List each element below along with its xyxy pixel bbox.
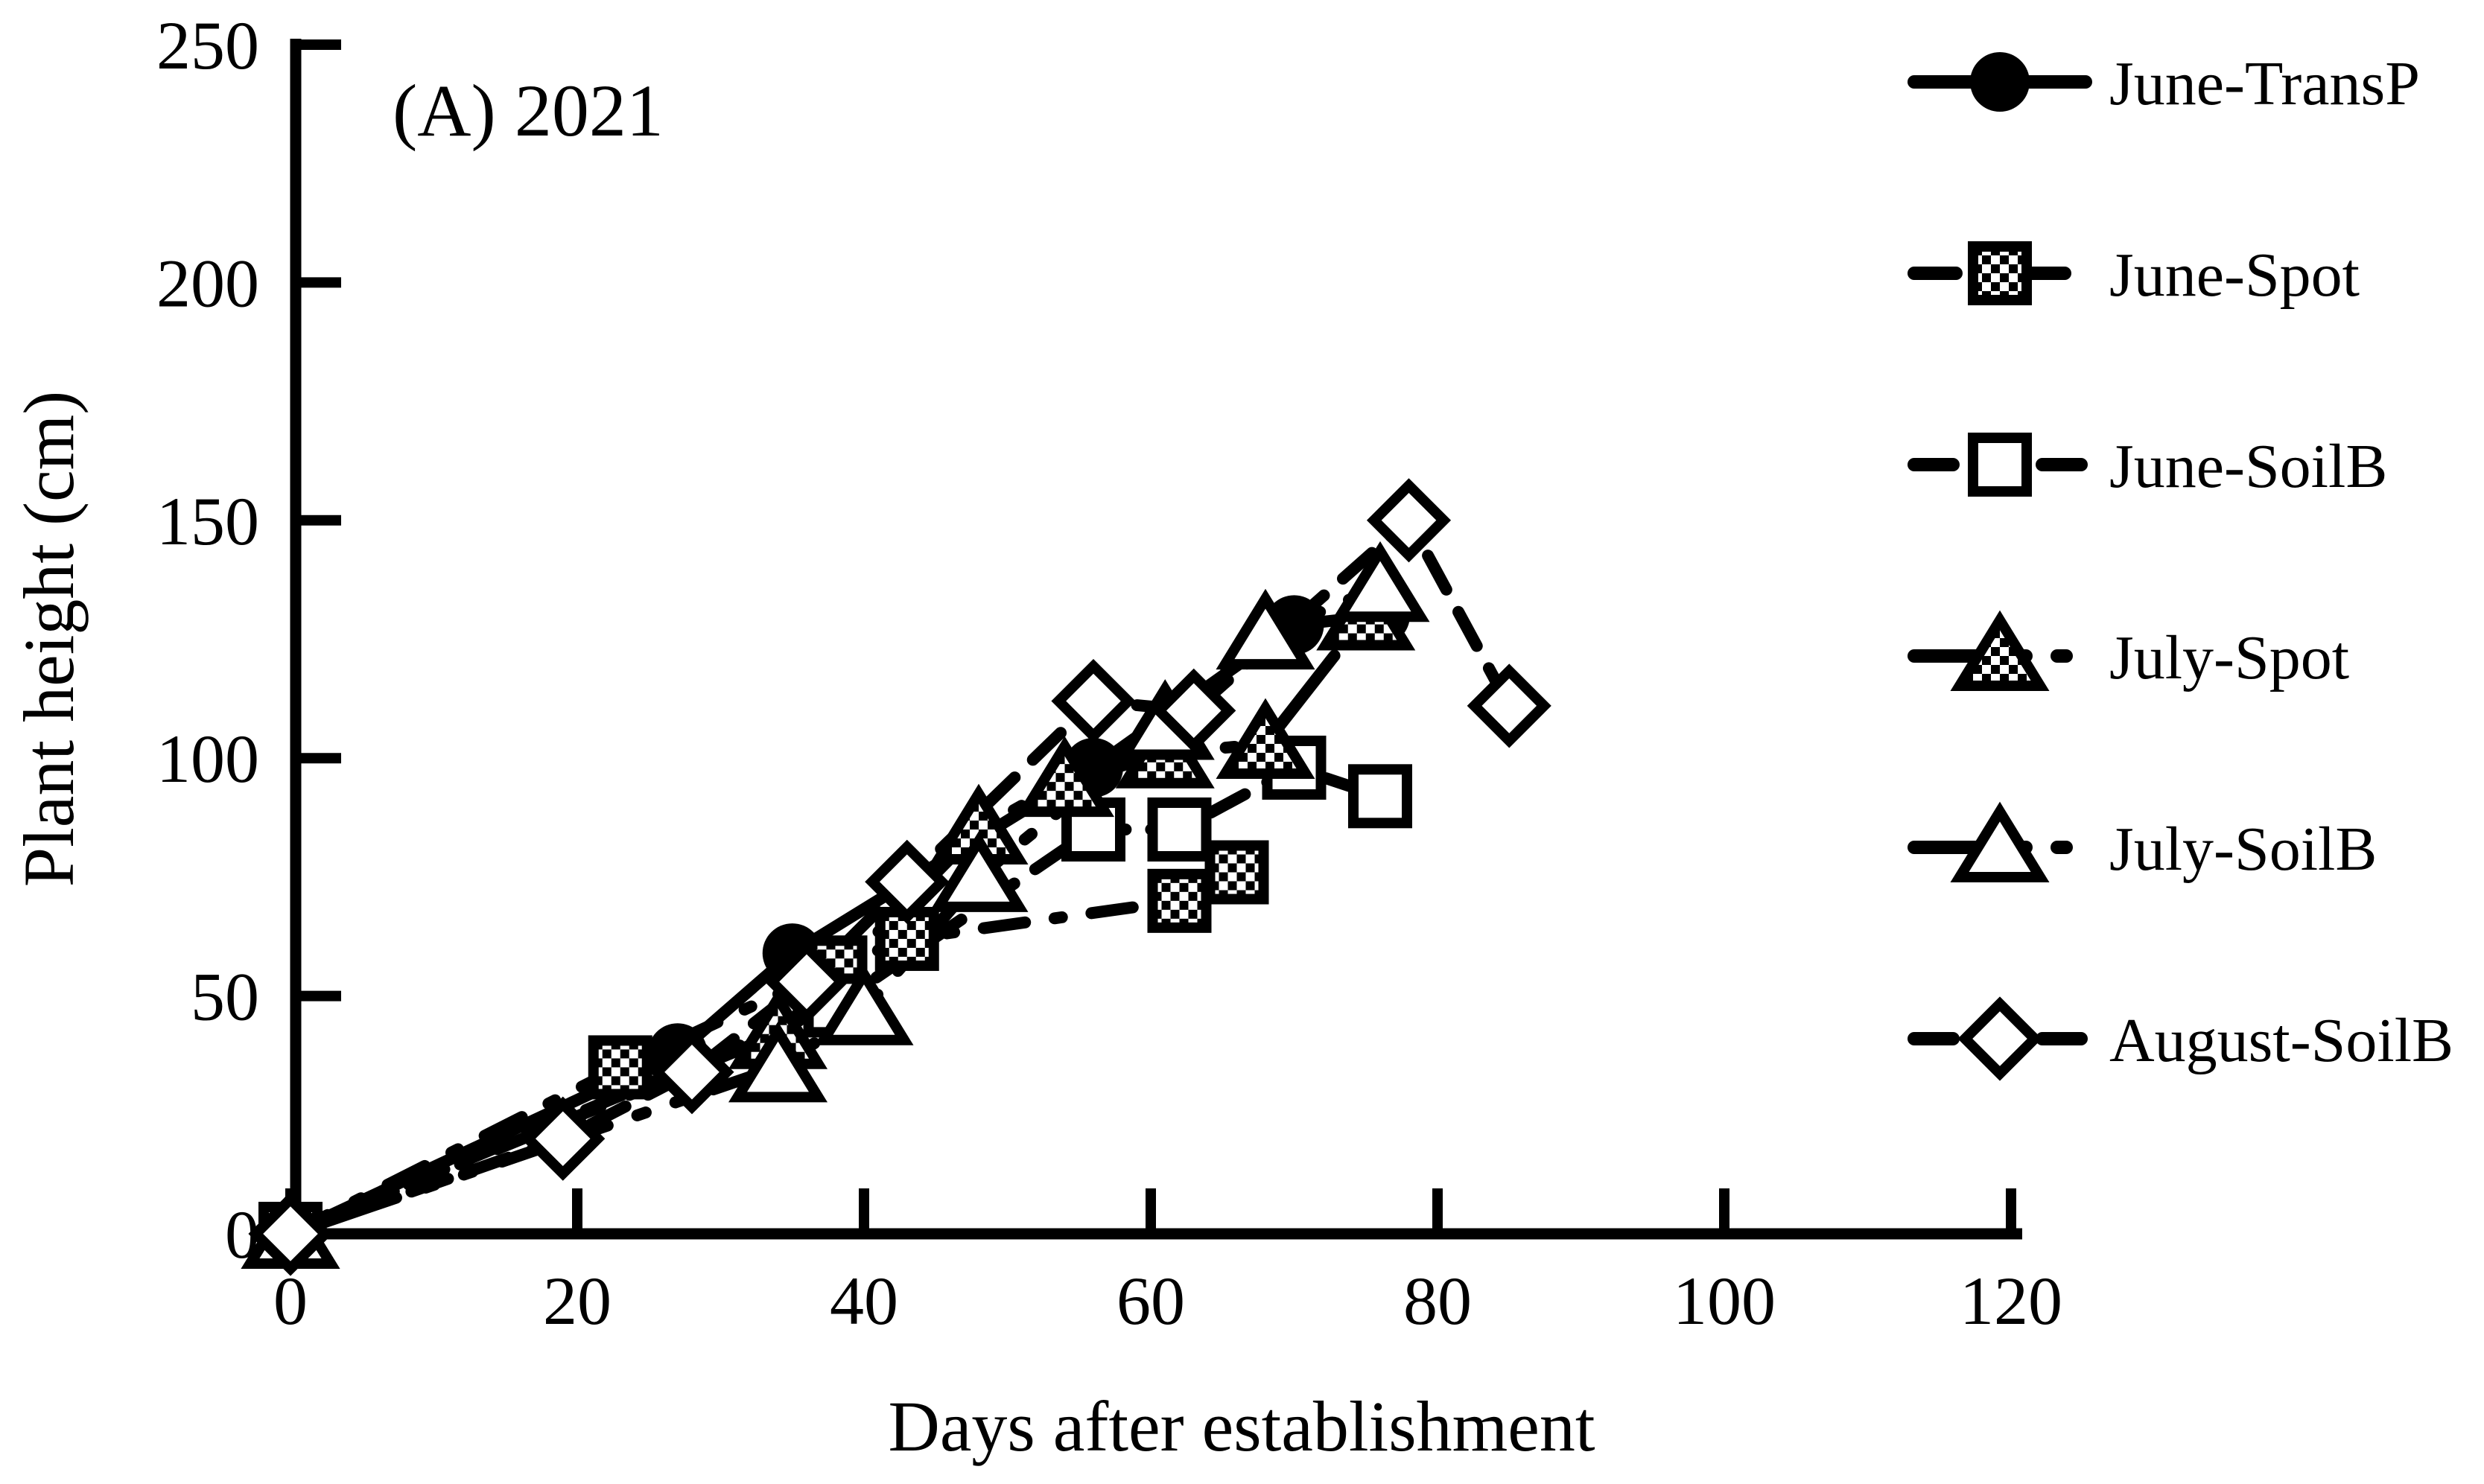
series-markers (241, 478, 1551, 1276)
checkered-triangle-glyph (1014, 736, 1115, 818)
open-diamond-glyph (865, 839, 950, 924)
open-diamond-glyph (764, 939, 849, 1025)
y-tick-label: 100 (156, 721, 259, 797)
open-triangle-glyph (814, 964, 914, 1045)
x-tick-label: 40 (830, 1263, 898, 1339)
legend-item-July-Spot: July-Spot (1908, 610, 2349, 692)
data-point-marker (1051, 658, 1136, 744)
checkered-square-glyph (1147, 868, 1212, 933)
legend-marker-checkered-square-icon (1968, 241, 2032, 305)
y-tick-label: 200 (156, 245, 259, 321)
checkered-square-glyph (588, 1035, 652, 1100)
open-diamond-glyph (649, 1030, 734, 1115)
legend-item-August-SoilB: August-SoilB (1908, 996, 2453, 1081)
x-tick-label: 20 (543, 1263, 612, 1339)
legend-marker-filled-circle-icon (1970, 52, 2030, 112)
data-point-marker (1014, 736, 1115, 818)
open-triangle-glyph (1330, 541, 1430, 622)
open-diamond-glyph (521, 1096, 606, 1181)
legend-marker-checkered-triangle-icon (1950, 610, 2050, 691)
open-diamond-glyph (1051, 658, 1136, 744)
legend-label: June-TransP (2109, 49, 2420, 118)
data-point-marker (1467, 663, 1551, 748)
data-point-marker (814, 964, 914, 1045)
x-tick-label: 120 (1960, 1263, 2062, 1339)
data-point-marker (588, 1035, 652, 1100)
data-point-marker (1216, 588, 1315, 670)
series-markers-July-SoilB (241, 541, 1430, 1269)
x-tick-label: 80 (1403, 1263, 1472, 1339)
data-point-marker (865, 839, 950, 924)
legend-item-June-SoilB: June-SoilB (1908, 432, 2387, 501)
checkered-square-glyph (1204, 840, 1269, 905)
x-axis-ticks (285, 1188, 2016, 1229)
open-triangle-glyph (728, 1022, 828, 1103)
open-triangle-glyph (1216, 588, 1315, 670)
panel-title: (A) 2021 (393, 69, 664, 152)
legend-label: July-SoilB (2109, 815, 2377, 884)
open-diamond-glyph (1957, 996, 2042, 1081)
data-point-marker (1147, 868, 1212, 933)
legend-marker-open-square-icon (1968, 433, 2032, 497)
filled-circle-glyph (1970, 52, 2030, 112)
open-square-glyph (1348, 764, 1412, 829)
open-diamond-glyph (1152, 668, 1236, 753)
checkered-triangle-glyph (1216, 698, 1315, 780)
open-diamond-glyph (1467, 663, 1551, 748)
data-point-marker (1330, 541, 1430, 622)
x-tick-label: 60 (1116, 1263, 1185, 1339)
data-point-marker (764, 939, 849, 1025)
data-point-marker (728, 1022, 828, 1103)
series-markers-August-SoilB (248, 478, 1551, 1276)
x-axis-tick-labels: 0 20 40 60 80 100 120 (273, 1263, 2062, 1339)
legend-item-June-Spot: June-Spot (1908, 241, 2360, 310)
data-point-marker (1348, 764, 1412, 829)
y-tick-label: 250 (156, 7, 259, 83)
data-point-marker (1152, 668, 1236, 753)
y-axis-ticks (301, 39, 341, 1239)
open-diamond-glyph (1366, 478, 1452, 563)
data-point-marker (521, 1096, 606, 1181)
legend-label: July-Spot (2109, 623, 2349, 692)
data-point-marker (649, 1030, 734, 1115)
legend: June-TransP June-Spot June-SoilB July-Spot J… (1908, 49, 2453, 1081)
open-triangle-glyph (1950, 801, 2050, 882)
y-tick-label: 150 (156, 483, 259, 559)
legend-item-July-SoilB: July-SoilB (1908, 801, 2377, 884)
legend-marker-open-diamond-icon (1957, 996, 2042, 1081)
data-point-marker (1216, 698, 1315, 780)
open-diamond-glyph (248, 1191, 333, 1276)
open-square-glyph (1147, 797, 1212, 862)
open-triangle-glyph (929, 831, 1029, 912)
data-point-marker (1204, 840, 1269, 905)
checkered-square-glyph (1968, 241, 2032, 305)
checkered-triangle-glyph (1950, 610, 2050, 691)
legend-marker-open-triangle-icon (1950, 801, 2050, 882)
open-square-glyph (1968, 433, 2032, 497)
data-point-marker (248, 1191, 333, 1276)
legend-label: August-SoilB (2109, 1006, 2453, 1075)
x-tick-label: 100 (1673, 1263, 1776, 1339)
data-point-marker (1147, 797, 1212, 862)
legend-label: June-Spot (2109, 241, 2360, 310)
data-point-marker (929, 831, 1029, 912)
y-axis-title: Plant height (cm) (9, 391, 89, 888)
data-point-marker (1366, 478, 1452, 563)
x-axis-title: Days after establishment (888, 1386, 1595, 1466)
legend-item-June-TransP: June-TransP (1908, 49, 2420, 118)
legend-label: June-SoilB (2109, 432, 2387, 501)
y-tick-label: 50 (191, 959, 259, 1035)
